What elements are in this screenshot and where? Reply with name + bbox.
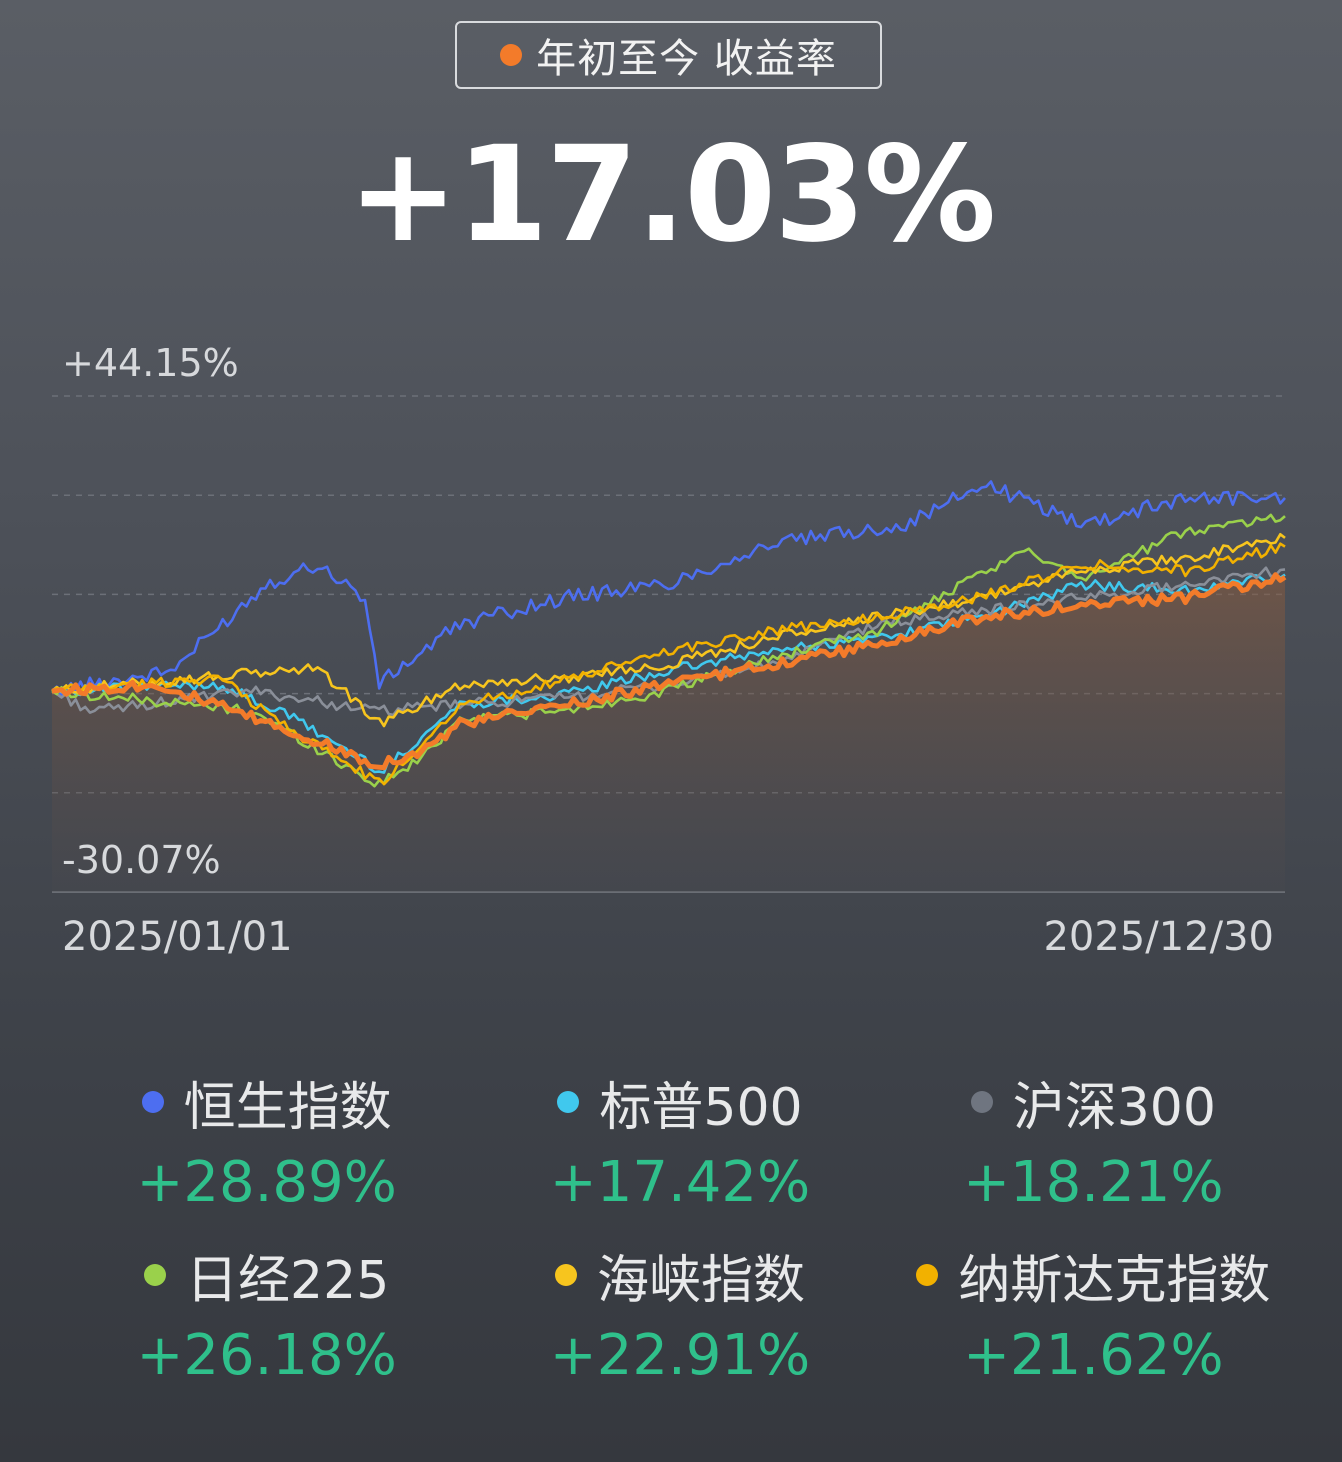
legend-item-hsi[interactable]: 恒生指数 +28.89%: [60, 1062, 473, 1216]
legend-item-strait-index[interactable]: 海峡指数 +22.91%: [473, 1235, 886, 1389]
legend-value: +21.62%: [963, 1323, 1224, 1388]
legend-dot-icon: [144, 1264, 167, 1286]
return-header-pill[interactable]: 年初至今 收益率: [455, 21, 882, 89]
series-line-nikkei225: [51, 513, 1286, 788]
legend-name: 标普500: [599, 1077, 803, 1138]
legend-item-sp500[interactable]: 标普500 +17.42%: [473, 1062, 886, 1216]
legend-dot-icon: [554, 1264, 577, 1286]
y-min-label: -30.07%: [62, 838, 221, 882]
series-line-sp500: [51, 572, 1286, 774]
return-dot-icon: [500, 44, 523, 66]
return-label: 年初至今 收益率: [536, 36, 837, 82]
x-end-label: 2025/12/30: [1043, 914, 1274, 960]
y-max-label: +44.15%: [62, 341, 239, 385]
portfolio-area-fill: [52, 574, 1285, 892]
benchmark-legend: 恒生指数 +28.89% 标普500 +17.42% 沪深300 +18.21%…: [60, 1062, 1300, 1389]
chart-series: [51, 480, 1287, 788]
legend-name: 恒生指数: [183, 1077, 392, 1138]
legend-item-nasdaq[interactable]: 纳斯达克指数 +21.62%: [887, 1235, 1300, 1388]
legend-name: 沪深300: [1012, 1077, 1216, 1138]
legend-dot-icon: [557, 1091, 580, 1113]
legend-value: +28.89%: [136, 1150, 397, 1215]
legend-value: +17.42%: [549, 1150, 811, 1215]
legend-dot-icon: [916, 1264, 939, 1286]
return-line-chart[interactable]: +44.15% -30.07% 2025/01/01 2025/12/30: [0, 330, 1342, 970]
series-line-nasdaq: [51, 542, 1286, 786]
x-start-label: 2025/01/01: [62, 914, 293, 960]
legend-dot-icon: [141, 1091, 164, 1113]
legend-item-nikkei225[interactable]: 日经225 +26.18%: [60, 1235, 473, 1389]
legend-dot-icon: [970, 1091, 993, 1113]
legend-name: 日经225: [186, 1250, 390, 1311]
legend-name: 海峡指数: [596, 1250, 805, 1311]
chart-area: [52, 574, 1285, 892]
series-line-portfolio: [51, 572, 1287, 771]
legend-value: +26.18%: [136, 1323, 397, 1388]
total-return-value: +17.03%: [347, 118, 996, 272]
series-line-strait: [51, 533, 1286, 728]
legend-name: 纳斯达克指数: [958, 1250, 1271, 1311]
legend-item-csi300[interactable]: 沪深300 +18.21%: [887, 1062, 1300, 1216]
legend-value: +18.21%: [963, 1150, 1224, 1215]
series-line-hsi: [51, 480, 1286, 697]
legend-value: +22.91%: [549, 1323, 811, 1388]
